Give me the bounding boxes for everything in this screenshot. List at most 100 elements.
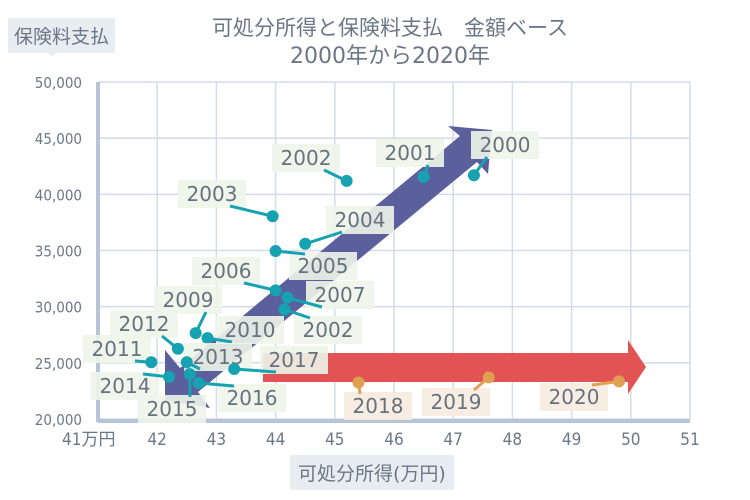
data-point <box>183 368 196 381</box>
data-label-box <box>471 131 539 159</box>
data-label: 2017 <box>269 348 320 372</box>
data-label-box <box>218 384 286 412</box>
y-tick-label: 50,000 <box>35 74 82 92</box>
data-point-group: 2015 <box>138 368 206 423</box>
data-point <box>266 210 279 223</box>
data-label-box <box>138 395 206 423</box>
data-label-box <box>216 316 284 344</box>
data-label: 2007 <box>315 283 366 307</box>
data-label: 2015 <box>147 397 198 421</box>
data-label-box <box>540 383 608 411</box>
data-point-group: 2002 <box>272 144 353 187</box>
data-point-group: 2020 <box>540 375 625 411</box>
x-tick-label: 42 <box>147 430 166 450</box>
data-point <box>417 170 430 183</box>
data-point-group: 2005 <box>269 245 357 280</box>
data-label: 2005 <box>298 254 349 278</box>
data-label: 2020 <box>549 385 600 409</box>
x-tick-label: 50 <box>621 430 640 450</box>
data-label-box <box>272 144 340 172</box>
data-point <box>482 371 495 384</box>
data-label-box <box>344 392 412 420</box>
data-point-group: 2004 <box>299 206 394 250</box>
x-tick-label: 44 <box>266 430 285 450</box>
data-point-group: 2001 <box>376 139 444 183</box>
leader-line <box>304 230 343 246</box>
data-point-group: 2017 <box>228 346 328 376</box>
data-label-box <box>110 310 178 338</box>
data-label: 2009 <box>163 288 214 312</box>
data-label: 2016 <box>227 386 278 410</box>
data-label: 2002 <box>281 146 332 170</box>
data-point-group: 2003 <box>178 180 279 223</box>
data-label-box <box>289 252 357 280</box>
x-axis-label: 可処分所得(万円) <box>290 455 454 490</box>
data-label: 2004 <box>335 208 386 232</box>
data-point <box>189 327 202 340</box>
data-point <box>269 284 282 297</box>
data-point <box>163 370 176 383</box>
data-label: 2010 <box>225 318 276 342</box>
data-point-group: 2006 <box>192 257 282 297</box>
data-point <box>467 169 480 182</box>
chart-subtitle: 2000年から2020年 <box>290 44 490 69</box>
x-tick-label: 47 <box>443 430 462 450</box>
y-tick-label: 20,000 <box>35 411 82 429</box>
leader-line <box>229 204 273 218</box>
data-label-box <box>154 286 222 314</box>
chart-title: 可処分所得と保険料支払 金額ベース <box>212 16 568 40</box>
x-tick-label: 51 <box>680 430 699 450</box>
data-label-box <box>376 139 444 167</box>
x-tick-label: 48 <box>503 430 522 450</box>
data-label: 2003 <box>187 182 238 206</box>
y-tick-label: 40,000 <box>35 186 82 204</box>
data-point-group: 2018 <box>344 376 412 420</box>
data-point <box>299 237 312 250</box>
data-label: 2019 <box>431 390 482 414</box>
data-label-box <box>83 335 151 363</box>
data-label: 2014 <box>100 374 151 398</box>
data-label-box <box>192 257 260 285</box>
x-tick-label: 43 <box>207 430 226 450</box>
data-label-box <box>294 316 362 344</box>
data-label: 2018 <box>353 394 404 418</box>
data-point <box>171 342 184 355</box>
leader-line <box>234 367 277 374</box>
data-label: 2006 <box>201 259 252 283</box>
data-point-group: 2007 <box>281 281 374 309</box>
y-axis-label: 保険料支払 <box>8 18 116 57</box>
data-point <box>192 377 205 390</box>
data-point-group: 2010 <box>201 316 284 345</box>
data-point-group: 2013 <box>180 343 252 371</box>
data-point <box>612 375 625 388</box>
data-point <box>180 356 193 369</box>
data-point <box>352 376 365 389</box>
data-label-box <box>326 206 394 234</box>
y-tick-label: 30,000 <box>35 299 82 317</box>
data-label: 2011 <box>92 337 143 361</box>
data-label-box <box>178 180 246 208</box>
y-tick-label: 45,000 <box>35 130 82 148</box>
data-point-group: 2002 <box>278 303 362 344</box>
data-point-group: 2016 <box>192 377 286 412</box>
x-tick-label: 45 <box>325 430 344 450</box>
data-label-box <box>422 388 490 416</box>
x-unit-label: 41万円 <box>62 430 115 450</box>
x-tick-label: 46 <box>384 430 403 450</box>
data-point <box>228 363 241 376</box>
data-point-group: 2011 <box>83 335 158 369</box>
data-point <box>145 356 158 369</box>
data-point <box>281 291 294 304</box>
data-point-group: 2012 <box>110 310 184 355</box>
data-point-group: 2019 <box>422 371 495 416</box>
data-label: 2000 <box>480 133 531 157</box>
y-tick-label: 35,000 <box>35 243 82 261</box>
data-label: 2001 <box>385 141 436 165</box>
data-point <box>269 245 282 258</box>
data-point <box>201 332 214 345</box>
data-point-group: 2009 <box>154 286 222 340</box>
data-point <box>340 174 353 187</box>
data-label-box <box>260 346 328 374</box>
